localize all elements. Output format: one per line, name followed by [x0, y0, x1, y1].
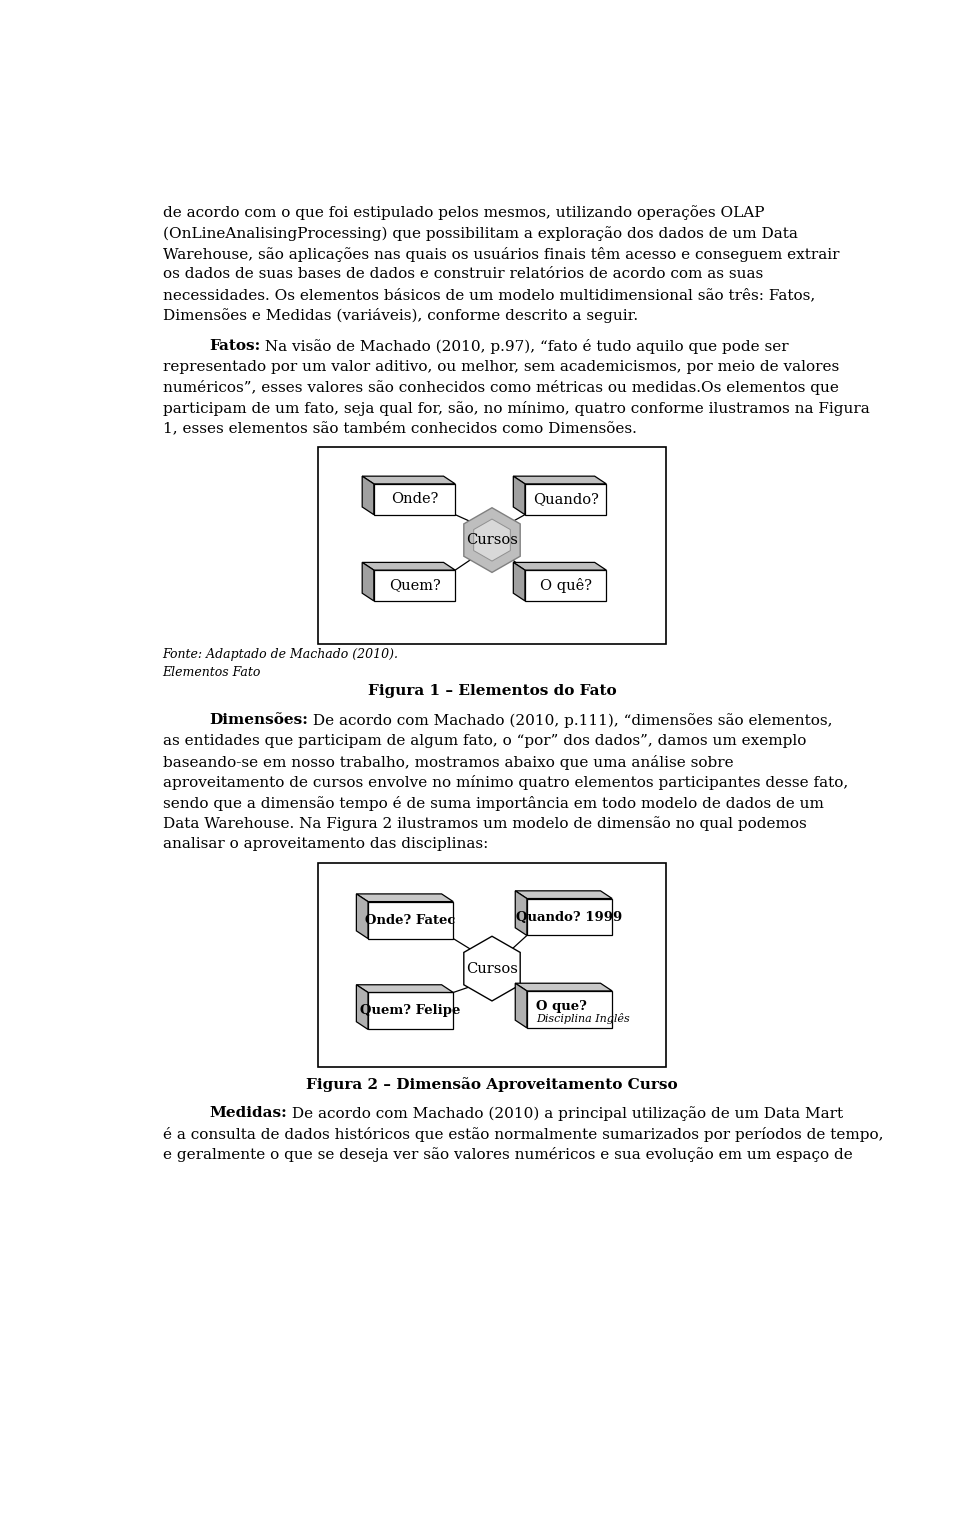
Text: Quem? Felipe: Quem? Felipe: [360, 1004, 461, 1018]
Polygon shape: [356, 984, 368, 1029]
Text: 1, esses elementos são também conhecidos como Dimensões.: 1, esses elementos são também conhecidos…: [162, 421, 636, 436]
Polygon shape: [373, 570, 455, 600]
Text: é a consulta de dados históricos que estão normalmente sumarizados por períodos : é a consulta de dados históricos que est…: [162, 1127, 883, 1142]
Text: analisar o aproveitamento das disciplinas:: analisar o aproveitamento das disciplina…: [162, 837, 488, 851]
Text: sendo que a dimensão tempo é de suma importância em todo modelo de dados de um: sendo que a dimensão tempo é de suma imp…: [162, 796, 824, 811]
Text: Data Warehouse. Na Figura 2 ilustramos um modelo de dimensão no qual podemos: Data Warehouse. Na Figura 2 ilustramos u…: [162, 816, 806, 831]
Text: numéricos”, esses valores são conhecidos como métricas ou medidas.Os elementos q: numéricos”, esses valores são conhecidos…: [162, 380, 838, 395]
Polygon shape: [362, 562, 455, 570]
Text: Fonte: Adaptado de Machado (2010).: Fonte: Adaptado de Machado (2010).: [162, 648, 398, 661]
Polygon shape: [514, 562, 525, 600]
Text: os dados de suas bases de dados e construir relatórios de acordo com as suas: os dados de suas bases de dados e constr…: [162, 268, 763, 282]
Text: de acordo com o que foi estipulado pelos mesmos, utilizando operações OLAP: de acordo com o que foi estipulado pelos…: [162, 205, 764, 220]
Polygon shape: [362, 562, 373, 600]
Text: Figura 1 – Elementos do Fato: Figura 1 – Elementos do Fato: [368, 684, 616, 698]
Polygon shape: [514, 476, 525, 514]
Polygon shape: [373, 484, 455, 514]
Text: Figura 2 – Dimensão Aproveitamento Curso: Figura 2 – Dimensão Aproveitamento Curso: [306, 1078, 678, 1092]
Text: Onde? Fatec: Onde? Fatec: [366, 914, 456, 926]
Polygon shape: [362, 476, 373, 514]
Text: Cursos: Cursos: [466, 533, 518, 547]
Polygon shape: [514, 562, 607, 570]
Polygon shape: [368, 902, 453, 939]
Text: Quando?: Quando?: [533, 493, 599, 507]
Polygon shape: [516, 983, 612, 991]
FancyBboxPatch shape: [318, 863, 666, 1067]
Polygon shape: [516, 891, 612, 899]
Text: De acordo com Machado (2010, p.111), “dimensões são elementos,: De acordo com Machado (2010, p.111), “di…: [308, 713, 832, 729]
Text: Medidas:: Medidas:: [209, 1105, 287, 1121]
Text: Na visão de Machado (2010, p.97), “fato é tudo aquilo que pode ser: Na visão de Machado (2010, p.97), “fato …: [260, 338, 789, 354]
Polygon shape: [356, 894, 368, 939]
Text: O quê?: O quê?: [540, 579, 591, 592]
Text: necessidades. Os elementos básicos de um modelo multidimensional são três: Fatos: necessidades. Os elementos básicos de um…: [162, 288, 815, 302]
Polygon shape: [525, 570, 607, 600]
Polygon shape: [356, 894, 453, 902]
Polygon shape: [362, 476, 455, 484]
Polygon shape: [514, 476, 607, 484]
Text: baseando-se em nosso trabalho, mostramos abaixo que uma análise sobre: baseando-se em nosso trabalho, mostramos…: [162, 755, 733, 770]
Polygon shape: [527, 899, 612, 935]
Text: Warehouse, são aplicações nas quais os usuários finais têm acesso e conseguem ex: Warehouse, são aplicações nas quais os u…: [162, 246, 839, 262]
FancyBboxPatch shape: [318, 447, 666, 643]
Polygon shape: [516, 983, 527, 1027]
Text: Onde?: Onde?: [391, 493, 438, 507]
Text: e geralmente o que se deseja ver são valores numéricos e sua evolução em um espa: e geralmente o que se deseja ver são val…: [162, 1147, 852, 1162]
Polygon shape: [516, 891, 527, 935]
Text: Elementos Fato: Elementos Fato: [162, 666, 261, 678]
Polygon shape: [527, 991, 612, 1027]
Text: Dimensões:: Dimensões:: [209, 713, 308, 727]
Text: as entidades que participam de algum fato, o “por” dos dados”, damos um exemplo: as entidades que participam de algum fat…: [162, 733, 806, 749]
Text: Dimensões e Medidas (variáveis), conforme descrito a seguir.: Dimensões e Medidas (variáveis), conform…: [162, 308, 637, 323]
Polygon shape: [525, 484, 607, 514]
Text: O que?: O que?: [537, 1000, 588, 1014]
Text: aproveitamento de cursos envolve no mínimo quatro elementos participantes desse : aproveitamento de cursos envolve no míni…: [162, 775, 848, 790]
Polygon shape: [464, 937, 520, 1001]
Text: Quando? 1999: Quando? 1999: [516, 911, 623, 923]
Polygon shape: [368, 992, 453, 1029]
Text: Cursos: Cursos: [466, 961, 518, 975]
Text: Fatos:: Fatos:: [209, 338, 260, 354]
Polygon shape: [473, 519, 511, 560]
Text: Disciplina Inglês: Disciplina Inglês: [537, 1014, 630, 1024]
Text: De acordo com Machado (2010) a principal utilização de um Data Mart: De acordo com Machado (2010) a principal…: [287, 1105, 843, 1121]
Polygon shape: [356, 984, 453, 992]
Polygon shape: [464, 508, 520, 573]
Text: participam de um fato, seja qual for, são, no mínimo, quatro conforme ilustramos: participam de um fato, seja qual for, sã…: [162, 401, 870, 416]
Text: representado por um valor aditivo, ou melhor, sem academicismos, por meio de val: representado por um valor aditivo, ou me…: [162, 360, 839, 374]
Text: Quem?: Quem?: [389, 579, 441, 592]
Text: (OnLineAnalisingProcessing) que possibilitam a exploração dos dados de um Data: (OnLineAnalisingProcessing) que possibil…: [162, 227, 798, 240]
